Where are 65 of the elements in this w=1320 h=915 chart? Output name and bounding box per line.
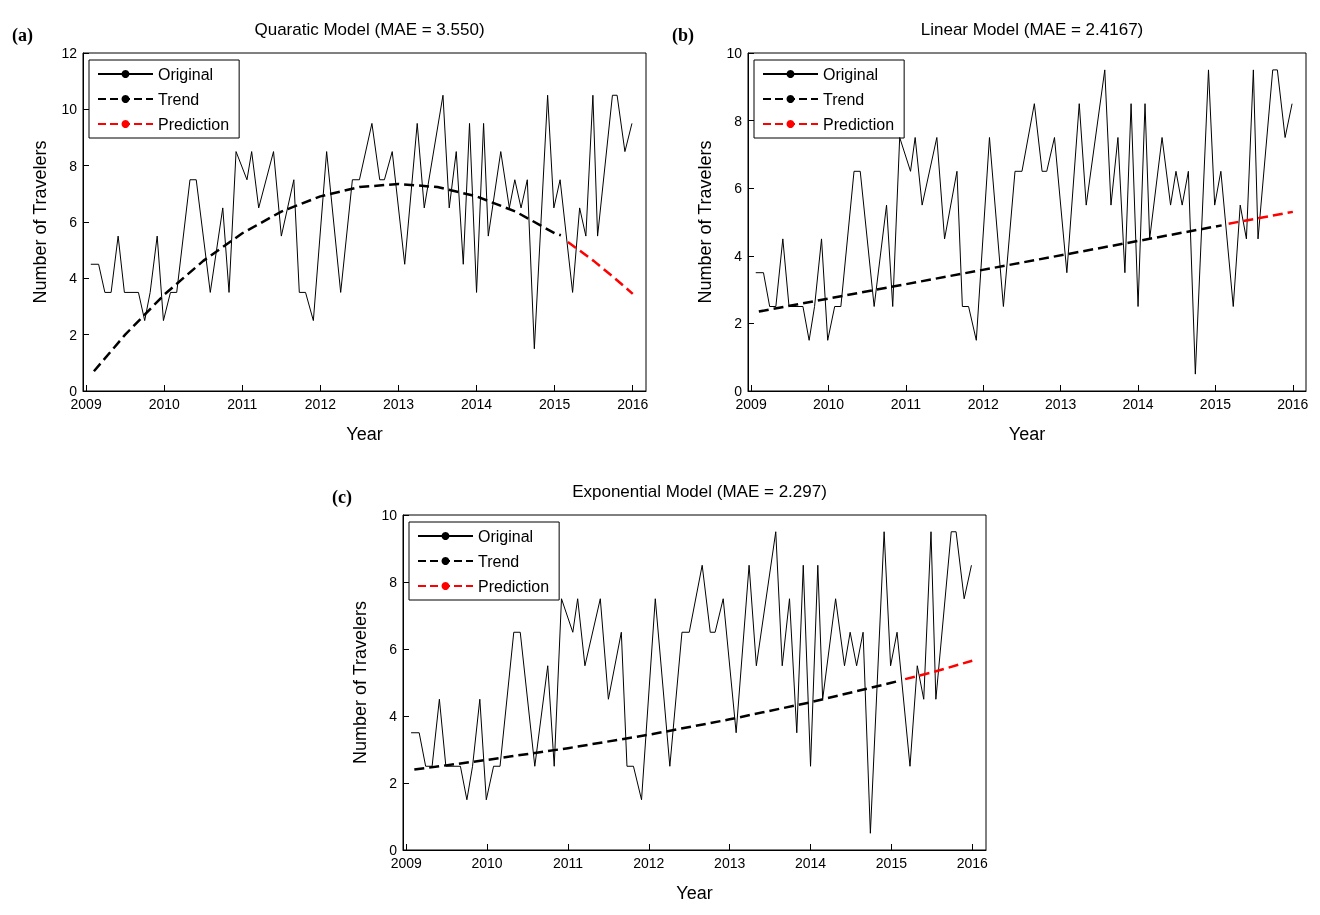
legend-label: Trend xyxy=(478,552,520,570)
chart-title: Quaratic Model (MAE = 3.550) xyxy=(254,20,485,39)
x-tick-label: 2012 xyxy=(967,396,1000,412)
text: (b) xyxy=(672,25,694,46)
x-tick-label: 2014 xyxy=(794,855,827,871)
legend-label: Prediction xyxy=(478,577,550,595)
legend-label: Original xyxy=(158,65,214,83)
y-axis-title: Number of Travelers xyxy=(350,600,370,765)
y-tick-label: 10 xyxy=(61,101,78,118)
x-tick-label: 2009 xyxy=(390,855,423,871)
x-tick-label: 2011 xyxy=(227,396,258,412)
x-tick-label: 2012 xyxy=(304,396,337,412)
x-axis-title: Year xyxy=(346,424,383,444)
x-axis-title: Year xyxy=(1008,424,1046,444)
text: (c) xyxy=(332,487,352,508)
legend-label: Trend xyxy=(823,90,865,108)
x-tick-label: 2010 xyxy=(148,396,180,412)
x-tick-label: 2014 xyxy=(460,396,493,412)
y-tick-label: 6 xyxy=(69,214,78,230)
y-tick-label: 10 xyxy=(726,45,743,61)
x-tick-label: 2010 xyxy=(812,396,845,412)
x-tick-label: 2013 xyxy=(714,855,746,871)
y-tick-label: 0 xyxy=(69,383,78,399)
y-axis-title: Number of Travelers xyxy=(695,140,715,304)
chart-title: Exponential Model (MAE = 2.297) xyxy=(572,482,827,501)
x-tick-label: 2013 xyxy=(1045,396,1077,412)
x-tick-label: 2016 xyxy=(1277,396,1309,412)
x-tick-label: 2011 xyxy=(890,396,922,412)
x-tick-label: 2015 xyxy=(875,855,908,871)
y-tick-label: 8 xyxy=(734,112,743,129)
line-series xyxy=(566,240,634,296)
x-axis-title: Year xyxy=(676,883,713,903)
y-tick-label: 12 xyxy=(61,45,78,61)
x-tick-label: 2011 xyxy=(552,855,584,871)
y-axis-title: Number of Travelers xyxy=(30,140,50,304)
y-tick-label: 2 xyxy=(389,775,398,791)
y-tick-label: 6 xyxy=(389,641,398,657)
x-tick-label: 2016 xyxy=(956,855,989,871)
x-tick-label: 2009 xyxy=(735,396,767,412)
y-tick-label: 8 xyxy=(389,574,398,590)
y-tick-label: 2 xyxy=(734,315,743,332)
x-tick-label: 2013 xyxy=(382,396,415,412)
x-tick-label: 2014 xyxy=(1122,396,1154,412)
x-tick-label: 2009 xyxy=(70,396,102,412)
legend-label: Prediction xyxy=(158,115,230,133)
y-tick-label: 0 xyxy=(389,842,398,858)
x-tick-label: 2015 xyxy=(1199,396,1232,412)
y-tick-label: 4 xyxy=(734,247,743,264)
x-tick-label: 2010 xyxy=(471,855,503,871)
y-tick-label: 0 xyxy=(734,383,743,399)
legend-label: Original xyxy=(823,65,879,83)
y-tick-label: 2 xyxy=(69,326,78,343)
y-tick-label: 10 xyxy=(381,507,398,523)
y-tick-label: 8 xyxy=(69,157,78,174)
y-tick-label: 4 xyxy=(389,708,398,724)
x-tick-label: 2016 xyxy=(617,396,649,412)
text: (a) xyxy=(12,25,33,46)
y-tick-label: 4 xyxy=(69,270,78,287)
y-tick-label: 6 xyxy=(734,180,743,197)
x-tick-label: 2015 xyxy=(539,396,571,412)
chart-title: Linear Model (MAE = 2.4167) xyxy=(920,20,1144,39)
legend-label: Trend xyxy=(158,90,200,108)
legend-label: Prediction xyxy=(823,115,895,133)
legend-label: Original xyxy=(478,527,534,545)
x-tick-label: 2012 xyxy=(633,855,665,871)
